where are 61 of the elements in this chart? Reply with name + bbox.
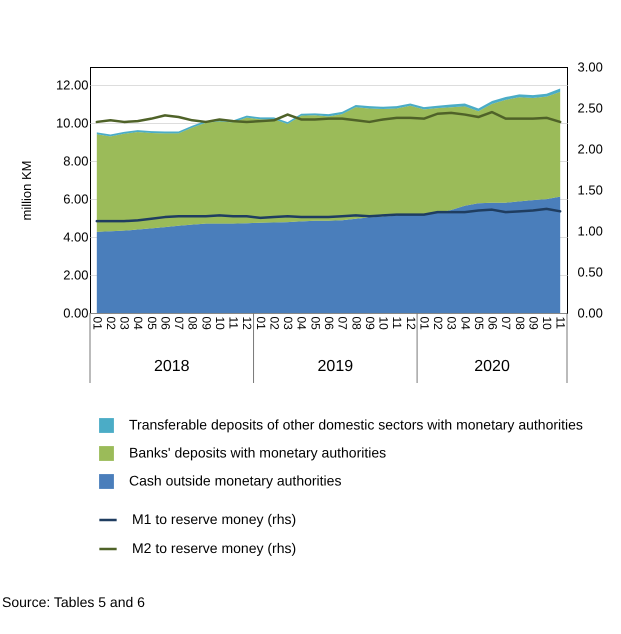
x-tick-label: 09 bbox=[199, 316, 214, 330]
y2-tick-label: 1.50 bbox=[578, 182, 603, 198]
x-tick-label: 01 bbox=[417, 316, 432, 330]
source-note: Source: Tables 5 and 6 bbox=[2, 594, 146, 610]
x-tick-label: 12 bbox=[240, 316, 254, 330]
text: 2018 bbox=[154, 358, 190, 375]
x-tick-label: 06 bbox=[322, 316, 336, 330]
x-tick-label: 11 bbox=[554, 316, 568, 330]
x-tick-label: 08 bbox=[512, 316, 527, 330]
x-tick-label: 01 bbox=[254, 316, 268, 330]
x-tick-label: 10 bbox=[540, 316, 554, 330]
legend-label: Transferable deposits of other domestic sectors with monetary authorities bbox=[129, 416, 583, 432]
x-tick-label: 09 bbox=[362, 316, 377, 330]
x-tick-label: 10 bbox=[376, 316, 391, 330]
x-tick-label: 11 bbox=[390, 316, 404, 330]
x-tick-label: 04 bbox=[458, 316, 472, 330]
y-tick-label: 4.00 bbox=[63, 229, 88, 244]
x-tick-label: 03 bbox=[281, 316, 296, 330]
line-series bbox=[96, 110, 562, 124]
y2-tick-label: 0.50 bbox=[578, 264, 603, 280]
line-series bbox=[96, 208, 562, 222]
x-tick-label: 07 bbox=[499, 316, 514, 330]
x-tick-label: 11 bbox=[226, 316, 241, 330]
x-tick-label: 04 bbox=[131, 316, 146, 330]
text: 2020 bbox=[474, 358, 510, 375]
x-tick-label: 09 bbox=[526, 316, 540, 330]
x-tick-label: 02 bbox=[104, 316, 118, 330]
x-tick-label: 05 bbox=[308, 316, 322, 330]
legend-label: Banks' deposits with monetary authorities bbox=[129, 444, 386, 460]
x-tick-label: 06 bbox=[158, 316, 172, 330]
y2-tick-label: 0.00 bbox=[578, 306, 603, 320]
y2-tick-label: 2.50 bbox=[578, 100, 603, 116]
x-tick-label: 03 bbox=[444, 316, 459, 330]
x-tick-label: 10 bbox=[212, 316, 227, 330]
x-tick-label: 05 bbox=[144, 316, 159, 330]
y-tick-label: 0.00 bbox=[63, 306, 88, 320]
y2-tick-label: 2.00 bbox=[578, 142, 603, 156]
y-tick-label: 8.00 bbox=[63, 153, 88, 168]
x-tick-label: 08 bbox=[349, 316, 364, 330]
x-tick-label: 07 bbox=[172, 316, 186, 330]
x-tick-label: 08 bbox=[186, 316, 200, 330]
y-axis-title: million KM bbox=[18, 160, 34, 220]
x-tick-label: 12 bbox=[404, 316, 418, 330]
y-tick-label: 6.00 bbox=[63, 191, 88, 206]
legend-label: Cash outside monetary authorities bbox=[129, 472, 342, 488]
y-tick-label: 10.00 bbox=[56, 115, 88, 130]
x-tick-label: 06 bbox=[486, 316, 500, 330]
x-tick-label: 02 bbox=[431, 316, 446, 330]
y-tick-label: 2.00 bbox=[63, 267, 88, 282]
x-tick-label: 03 bbox=[118, 316, 132, 330]
legend-label: M1 to reserve money (rhs) bbox=[132, 511, 296, 527]
y2-tick-label: 1.00 bbox=[578, 224, 603, 238]
y-tick-label: 12.00 bbox=[56, 77, 88, 92]
legend-label: M2 to reserve money (rhs) bbox=[132, 540, 296, 556]
x-tick-label: 05 bbox=[472, 316, 486, 330]
y2-tick-label: 3.00 bbox=[578, 60, 603, 74]
text: 2019 bbox=[318, 358, 354, 375]
x-tick-label: 01 bbox=[90, 316, 104, 330]
x-tick-label: 07 bbox=[336, 316, 350, 330]
x-tick-label: 02 bbox=[267, 316, 282, 330]
x-tick-label: 04 bbox=[294, 316, 309, 330]
